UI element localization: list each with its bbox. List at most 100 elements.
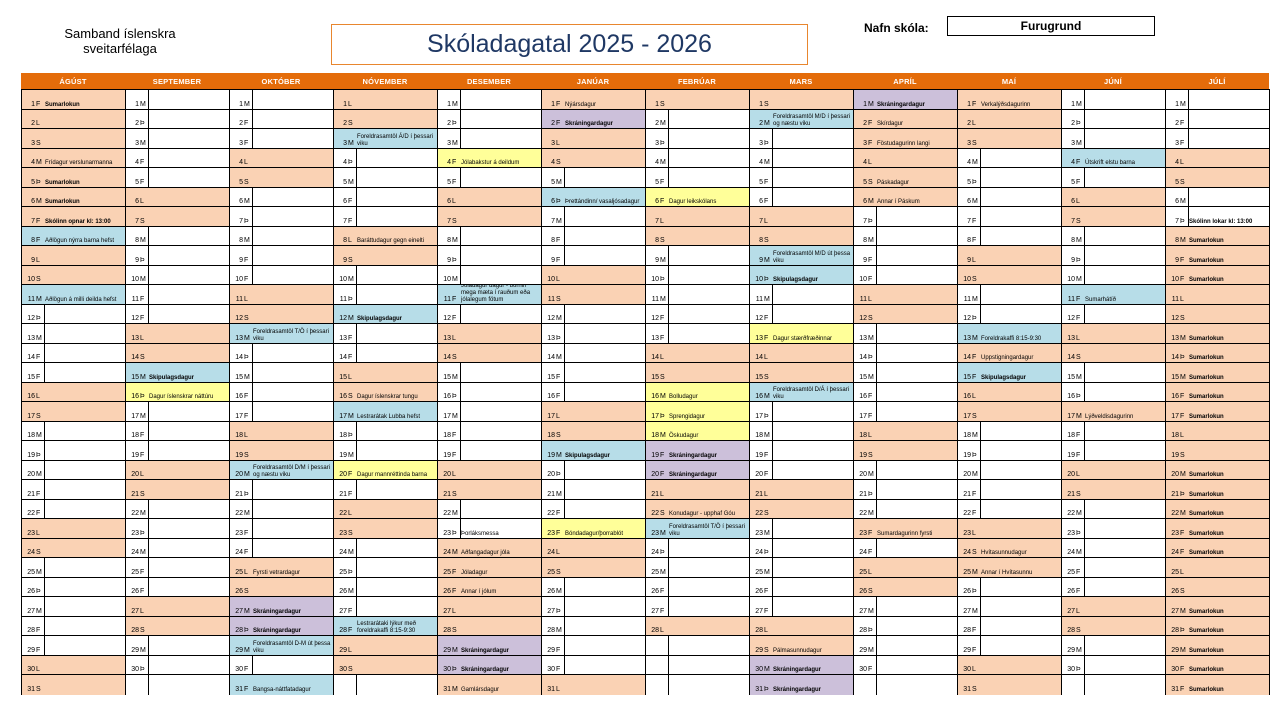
day-cell[interactable]: 5 S Páskadagur — [854, 167, 957, 188]
day-cell[interactable]: 21 Þ Sumarlokun — [1166, 479, 1269, 500]
day-cell[interactable]: 29 M — [1062, 635, 1165, 656]
day-cell[interactable] — [334, 674, 437, 695]
day-cell[interactable]: 15 S — [646, 362, 749, 383]
day-cell[interactable]: 26 Þ — [958, 576, 1061, 597]
day-cell[interactable]: 11 F — [126, 284, 229, 305]
day-cell[interactable]: 28 S — [1062, 615, 1165, 636]
day-cell[interactable]: 21 L — [646, 479, 749, 500]
day-cell[interactable]: 11 M — [750, 284, 853, 305]
day-cell[interactable]: 24 L — [542, 537, 645, 558]
day-cell[interactable]: 20 F — [750, 459, 853, 480]
day-cell[interactable]: 4 F Útskrift elstu barna — [1062, 147, 1165, 168]
day-cell[interactable]: 29 M Skráningardagur — [438, 635, 541, 656]
day-cell[interactable]: 19 S — [854, 440, 957, 461]
day-cell[interactable]: 24 Þ — [646, 537, 749, 558]
day-cell[interactable]: 19 F Skráningardagur — [646, 440, 749, 461]
day-cell[interactable]: 15 F — [22, 362, 125, 383]
day-cell[interactable]: 17 M Lestrarátak Lubba hefst — [334, 401, 437, 422]
day-cell[interactable]: 18 L — [1166, 420, 1269, 441]
day-cell[interactable]: 14 F — [22, 342, 125, 363]
day-cell[interactable]: 12 S — [230, 303, 333, 324]
day-cell[interactable]: 8 M Sumarlokun — [1166, 225, 1269, 246]
day-cell[interactable]: 28 L — [750, 615, 853, 636]
day-cell[interactable]: 18 M — [750, 420, 853, 441]
day-cell[interactable]: 29 F — [958, 635, 1061, 656]
day-cell[interactable]: 23 Þ — [1062, 518, 1165, 539]
day-cell[interactable]: 26 S — [854, 576, 957, 597]
day-cell[interactable]: 22 F — [958, 498, 1061, 519]
day-cell[interactable]: 5 Þ Sumarlokun — [22, 167, 125, 188]
day-cell[interactable]: 23 M Foreldrasamtöl T/Ö í þessari viku — [646, 518, 749, 539]
day-cell[interactable]: 10 Þ — [646, 264, 749, 285]
day-cell[interactable]: 23 Þ Þorláksmessa — [438, 518, 541, 539]
day-cell[interactable]: 2 F Skráningardagur — [542, 108, 645, 129]
day-cell[interactable]: 25 Þ — [334, 557, 437, 578]
day-cell[interactable]: 27 M Skráningardagur — [230, 596, 333, 617]
day-cell[interactable]: 28 F — [958, 615, 1061, 636]
day-cell[interactable]: 13 F Dagur stærðfræðinnar — [750, 323, 853, 344]
day-cell[interactable]: 3 M Foreldrasamtöl Á/D í þessari viku — [334, 128, 437, 149]
day-cell[interactable]: 21 S — [1062, 479, 1165, 500]
day-cell[interactable]: 29 M — [854, 635, 957, 656]
day-cell[interactable]: 12 Þ — [22, 303, 125, 324]
day-cell[interactable]: 24 M — [334, 537, 437, 558]
day-cell[interactable]: 18 Þ — [334, 420, 437, 441]
day-cell[interactable]: 16 S Dagur íslenskrar tungu — [334, 381, 437, 402]
day-cell[interactable]: 18 L — [230, 420, 333, 441]
day-cell[interactable]: 17 Þ — [750, 401, 853, 422]
day-cell[interactable]: 25 M Annar í Hvítasunnu — [958, 557, 1061, 578]
day-cell[interactable]: 15 M Sumarlokun — [1166, 362, 1269, 383]
day-cell[interactable]: 16 M Bolludagur — [646, 381, 749, 402]
day-cell[interactable]: 26 S — [230, 576, 333, 597]
day-cell[interactable]: 23 S — [334, 518, 437, 539]
day-cell[interactable]: 19 F — [750, 440, 853, 461]
day-cell[interactable]: 30 F Sumarlokun — [1166, 654, 1269, 675]
day-cell[interactable]: 30 S — [334, 654, 437, 675]
day-cell[interactable]: 14 S — [1062, 342, 1165, 363]
day-cell[interactable]: 18 F — [126, 420, 229, 441]
day-cell[interactable]: 26 Þ — [22, 576, 125, 597]
day-cell[interactable]: 10 L — [542, 264, 645, 285]
day-cell[interactable]: 1 M Skráningardagur — [854, 89, 957, 110]
day-cell[interactable]: 15 M — [1062, 362, 1165, 383]
day-cell[interactable]: 26 M — [542, 576, 645, 597]
day-cell[interactable]: 29 M — [126, 635, 229, 656]
day-cell[interactable]: 16 M Foreldrasamtöl D/Á í þessari viku — [750, 381, 853, 402]
day-cell[interactable]: 15 S — [750, 362, 853, 383]
day-cell[interactable]: 14 Þ Sumarlokun — [1166, 342, 1269, 363]
day-cell[interactable]: 12 F — [438, 303, 541, 324]
day-cell[interactable]: 20 Þ — [542, 459, 645, 480]
day-cell[interactable]: 15 F — [542, 362, 645, 383]
day-cell[interactable]: 12 F — [1062, 303, 1165, 324]
day-cell[interactable]: 25 M — [646, 557, 749, 578]
day-cell[interactable]: 27 L — [438, 596, 541, 617]
day-cell[interactable]: 18 M — [22, 420, 125, 441]
day-cell[interactable]: 11 S — [542, 284, 645, 305]
day-cell[interactable]: 11 M — [646, 284, 749, 305]
day-cell[interactable]: 13 L — [1062, 323, 1165, 344]
day-cell[interactable]: 22 M — [854, 498, 957, 519]
day-cell[interactable]: 24 F — [854, 537, 957, 558]
